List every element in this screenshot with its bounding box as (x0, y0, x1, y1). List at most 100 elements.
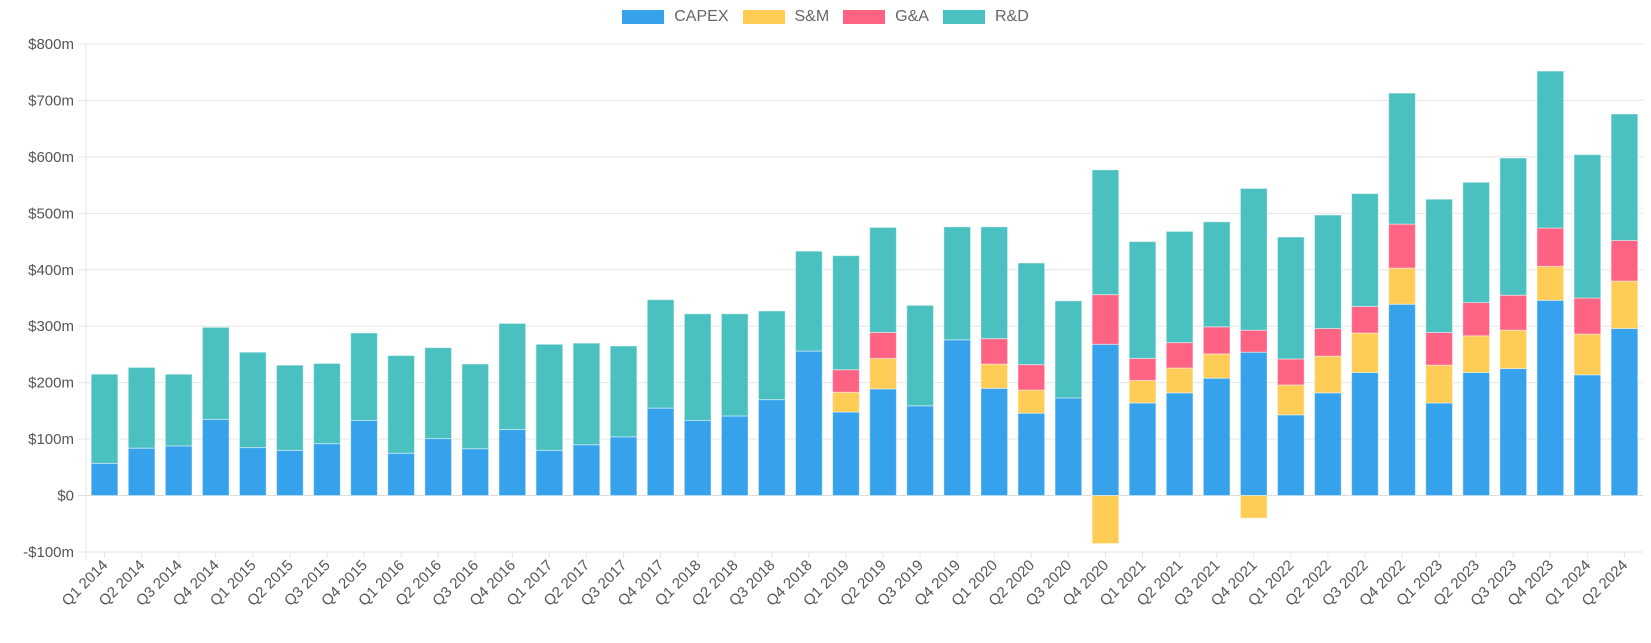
bar-capex (1573, 374, 1602, 497)
bar-sm (1017, 389, 1046, 414)
legend-swatch-sm (742, 10, 785, 24)
bar-sm (1276, 384, 1305, 416)
bar-ga (1610, 239, 1639, 282)
bar-ga (1351, 305, 1379, 334)
bar-sm (1202, 353, 1231, 379)
bar-rd (1388, 92, 1416, 225)
bar-rd (943, 226, 972, 341)
bar-rd (832, 255, 860, 371)
bar-rd (980, 226, 1009, 340)
bar-rd (720, 313, 749, 417)
bar-capex (1017, 412, 1046, 497)
bar-capex (276, 449, 304, 497)
bar-capex (1314, 392, 1342, 497)
bar-ga (1499, 294, 1528, 331)
legend-item-sm[interactable]: S&M (742, 8, 829, 26)
y-tick-label: $100m (28, 431, 74, 448)
bar-capex (313, 443, 341, 497)
bar-ga (1128, 357, 1157, 381)
bar-capex (535, 449, 564, 497)
legend-item-ga[interactable]: G&A (843, 8, 929, 26)
bar-rd (1091, 169, 1120, 296)
bar-ga (1425, 331, 1453, 366)
bar-ga (1091, 294, 1120, 345)
y-tick-label: $0 (57, 488, 74, 505)
bar-capex (943, 339, 972, 497)
bar-sm (1239, 495, 1268, 519)
bar-capex (1202, 377, 1231, 497)
bar-ga (1462, 302, 1491, 337)
bar-sm (1351, 332, 1379, 374)
bar-rd (90, 373, 119, 464)
y-tick-label: $400m (28, 262, 74, 279)
bar-capex (869, 388, 897, 497)
bar-rd (201, 326, 230, 420)
bar-rd (1499, 157, 1528, 296)
bar-sm (1610, 280, 1639, 329)
bar-sm (1165, 367, 1194, 394)
bar-rd (1351, 193, 1379, 307)
bar-capex (1462, 372, 1491, 497)
bar-capex (720, 415, 749, 497)
bar-capex (1128, 402, 1157, 497)
bar-capex (1239, 351, 1268, 497)
bar-capex (757, 399, 786, 497)
bar-rd (387, 355, 415, 454)
bar-rd (1536, 70, 1565, 229)
bar-ga (1536, 227, 1565, 267)
bar-capex (1276, 414, 1305, 497)
bar-rd (869, 226, 897, 333)
bar-capex (1388, 303, 1416, 497)
legend-item-capex[interactable]: CAPEX (622, 8, 729, 26)
bar-capex (1425, 402, 1453, 497)
bar-capex (350, 419, 378, 497)
bar-capex (387, 452, 415, 497)
bar-rd (1128, 241, 1157, 359)
bar-rd (238, 351, 267, 449)
bar-rd (572, 342, 601, 446)
bar-ga (1573, 297, 1602, 335)
bar-sm (1536, 265, 1565, 301)
bar-capex (201, 418, 230, 497)
bar-ga (1388, 223, 1416, 269)
bar-sm (980, 363, 1009, 389)
bar-sm (832, 391, 860, 413)
bar-rd (646, 299, 675, 409)
bar-rd (1239, 187, 1268, 331)
bar-ga (1239, 329, 1268, 353)
bar-capex (1610, 327, 1639, 497)
bar-ga (1017, 364, 1046, 391)
bar-sm (1091, 495, 1120, 545)
bar-ga (832, 369, 860, 393)
bar-capex (424, 438, 453, 497)
y-tick-label: -$100m (23, 544, 74, 561)
bar-ga (869, 331, 897, 359)
bar-rd (1610, 113, 1639, 241)
bar-rd (1202, 221, 1231, 328)
bar-rd (757, 310, 786, 401)
bar-rd (1165, 230, 1194, 344)
bar-rd (1314, 214, 1342, 329)
chart-legend: CAPEX S&M G&A R&D (0, 8, 1651, 26)
bar-rd (1573, 154, 1602, 299)
bar-ga (1165, 342, 1194, 369)
bar-capex (646, 407, 675, 497)
bar-capex (980, 387, 1009, 497)
bar-rd (461, 363, 490, 450)
bar-rd (164, 373, 193, 447)
legend-item-rd[interactable]: R&D (942, 8, 1029, 26)
bar-rd (795, 250, 823, 352)
bar-capex (127, 447, 156, 497)
bar-sm (1314, 355, 1342, 394)
bar-rd (350, 332, 378, 421)
bar-rd (609, 345, 638, 438)
bar-rd (313, 362, 341, 445)
legend-swatch-rd (942, 10, 985, 24)
legend-label: CAPEX (674, 8, 729, 25)
bar-capex (1091, 343, 1120, 497)
bar-capex (683, 419, 712, 497)
y-tick-label: $800m (28, 36, 74, 53)
bar-capex (1536, 299, 1565, 497)
bar-ga (980, 338, 1009, 365)
bar-rd (498, 322, 527, 431)
